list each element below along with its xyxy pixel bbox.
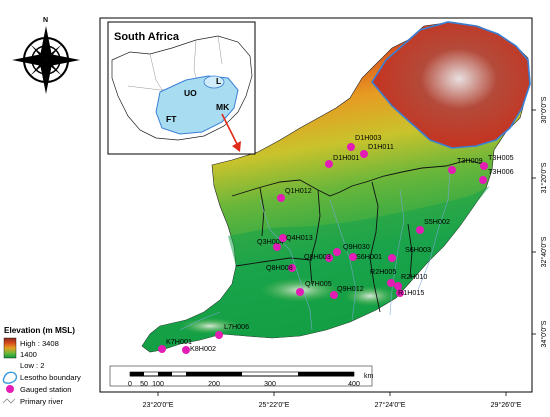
station-marker [394, 282, 402, 290]
station-label: L7H006 [224, 322, 249, 331]
legend-river: Primary river [20, 397, 64, 406]
lat-label-3: 32°40'0"S [540, 236, 548, 267]
lat-label-4: 34°0'0"S [540, 320, 548, 347]
inset-arrow [221, 113, 239, 147]
inset-label-ft: FT [166, 114, 177, 124]
station-label: T3H005 [488, 153, 514, 162]
lon-label-4: 29°26'0"E [491, 401, 522, 409]
station-marker [349, 253, 357, 261]
legend-gauged: Gauged station [20, 385, 72, 394]
primary-rivers [179, 169, 451, 331]
station-marker [158, 345, 166, 353]
catchment-boundaries [231, 159, 489, 313]
station-label: Q8H008 [266, 263, 293, 272]
station-label: D1H001 [333, 153, 359, 162]
lat-label-2: 31°20'0"S [540, 162, 548, 193]
scale-tick-50: 50 [140, 381, 148, 388]
lat-label-1: 30°0'0"S [540, 96, 548, 123]
inset-study-area [155, 75, 239, 135]
inset-lesotho [203, 75, 225, 89]
station-label: S6H003 [405, 245, 431, 254]
station-marker [333, 248, 341, 256]
lesotho-legend-icon [2, 371, 18, 384]
station-marker [325, 160, 333, 168]
station-label: Q9H012 [337, 284, 364, 293]
station-label: K7H001 [166, 337, 192, 346]
station-marker [479, 176, 487, 184]
legend: Elevation (m MSL) High : 3408 1400 Low :… [2, 326, 81, 406]
axis-ticks [157, 109, 536, 396]
elevation-ramp [3, 337, 17, 359]
station-marker [330, 291, 338, 299]
station-label: Q7H005 [305, 279, 332, 288]
station-marker [416, 226, 424, 234]
legend-low: Low : 2 [20, 361, 44, 370]
station-marker [388, 254, 396, 262]
station-marker [448, 166, 456, 174]
station-marker [288, 264, 296, 272]
station-label: R2H005 [370, 267, 396, 276]
station-label: R2H010 [401, 272, 427, 281]
inset-title: South Africa [114, 31, 180, 43]
station-marker [325, 254, 333, 262]
inset-label-mk: MK [216, 102, 230, 112]
station-marker [387, 279, 395, 287]
station-label: S5H002 [424, 217, 450, 226]
mountain-patch [344, 286, 396, 306]
inset-label-l: L [216, 76, 221, 86]
scale-tick-400: 400 [348, 381, 360, 388]
station-marker [273, 243, 281, 251]
lon-label-1: 23°20'0"E [143, 401, 174, 409]
station-marker [360, 150, 368, 158]
station-marker [396, 289, 404, 297]
gauged-station-legend-icon [6, 385, 14, 393]
station-marker [277, 194, 285, 202]
station-label: D1H003 [355, 133, 381, 142]
station-label: Q4H013 [286, 233, 313, 242]
scale-bar: 0 50 100 200 300 400 km [109, 365, 374, 388]
station-marker [279, 234, 287, 242]
station-marker [480, 162, 488, 170]
legend-lesotho: Lesotho boundary [20, 373, 81, 382]
coastal-lowlands [142, 186, 490, 352]
mountain-patch [180, 318, 240, 334]
legend-mid: 1400 [20, 350, 37, 359]
station-label: T3H006 [488, 167, 514, 176]
scale-tick-100: 100 [152, 381, 164, 388]
station-label: Q8H003 [304, 252, 331, 261]
lon-label-3: 27°24'0"E [375, 401, 406, 409]
legend-high: High : 3408 [20, 339, 59, 348]
scale-tick-300: 300 [264, 381, 276, 388]
station-label: T3H009 [457, 156, 483, 165]
station-marker [296, 288, 304, 296]
station-label: D1H011 [368, 142, 394, 151]
station-marker [215, 331, 223, 339]
scale-tick-0: 0 [128, 381, 132, 388]
scale-unit: km [364, 373, 374, 380]
legend-title: Elevation (m MSL) [4, 326, 75, 335]
north-arrow-icon: N [12, 17, 80, 94]
station-label: K8H002 [190, 344, 216, 353]
station-label: Q1H012 [285, 186, 312, 195]
scale-tick-200: 200 [208, 381, 220, 388]
lesotho-region [371, 21, 531, 149]
station-label: Q9H030 [343, 242, 370, 251]
inset-label-uo: UO [184, 88, 197, 98]
station-label: Q3H004 [257, 237, 284, 246]
lon-label-2: 25°22'0"E [259, 401, 290, 409]
station-label: R1H015 [398, 288, 424, 297]
station-label: S6H001 [356, 252, 382, 261]
inset-arrow-head [232, 141, 241, 152]
station-marker [347, 143, 355, 151]
river-legend-icon [2, 398, 16, 404]
north-label: N [43, 17, 48, 24]
station-marker [182, 346, 190, 354]
inset-map: South Africa UO L MK FT [107, 21, 256, 155]
